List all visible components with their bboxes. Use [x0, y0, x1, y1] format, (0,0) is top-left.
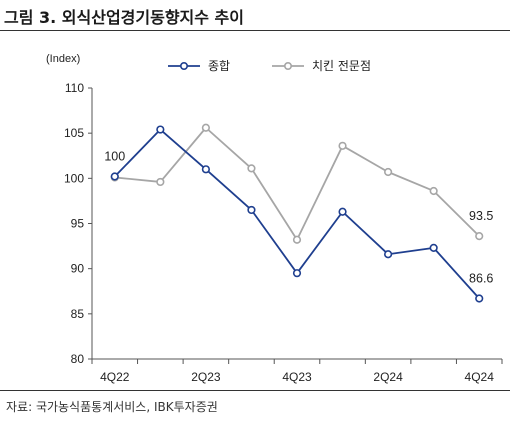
y-tick-label: 90	[71, 262, 85, 276]
data-point	[156, 125, 165, 134]
y-tick-label: 100	[64, 171, 84, 185]
data-point	[292, 269, 302, 278]
data-point	[429, 243, 438, 252]
data-point	[292, 235, 302, 244]
y-tick-label: 110	[65, 81, 84, 95]
data-point	[110, 172, 119, 181]
figure-title: 그림 3. 외식산업경기동향지수 추이	[4, 8, 245, 27]
x-tick-label: 4Q22	[100, 370, 130, 384]
data-point	[384, 167, 393, 177]
data-point	[247, 205, 256, 215]
y-tick-label: 95	[71, 217, 85, 231]
source-note: 자료: 국가농식품통계서비스, IBK투자증권	[6, 400, 218, 414]
data-label: 100	[104, 150, 125, 164]
data-label: 93.5	[469, 209, 493, 223]
x-tick-label: 4Q24	[465, 370, 495, 384]
x-tick-label: 4Q23	[282, 370, 312, 384]
x-tick-label: 2Q24	[373, 370, 403, 384]
data-point	[156, 177, 165, 187]
data-labels: 100 93.5 86.6	[104, 150, 493, 286]
data-point	[247, 164, 256, 173]
data-point	[384, 250, 393, 259]
legend: 종합 치킨 전문점	[168, 59, 371, 73]
axes: 80 85 90 95 100 105 110 4Q22 2Q23 4Q23 2Q24 4Q24	[64, 81, 503, 384]
y-tick-label: 85	[71, 307, 85, 321]
y-tick-label: 80	[71, 352, 85, 366]
title-rule	[0, 30, 510, 31]
legend-marker	[180, 61, 189, 70]
data-point	[475, 294, 484, 303]
data-point	[475, 232, 484, 241]
data-point	[201, 123, 210, 132]
x-tick-label: 2Q23	[191, 370, 221, 384]
data-point	[338, 207, 347, 216]
source-rule	[0, 390, 510, 391]
series-line	[114, 126, 480, 241]
legend-marker	[283, 61, 292, 70]
data-point	[338, 141, 347, 150]
data-label: 86.6	[469, 271, 493, 285]
data-point	[201, 165, 210, 174]
legend-label: 치킨 전문점	[312, 59, 371, 73]
y-unit-label: (Index)	[46, 53, 80, 65]
legend-label: 종합	[208, 59, 230, 73]
y-tick-label: 105	[64, 126, 84, 140]
data-point	[429, 186, 438, 196]
series-lines	[110, 123, 484, 303]
